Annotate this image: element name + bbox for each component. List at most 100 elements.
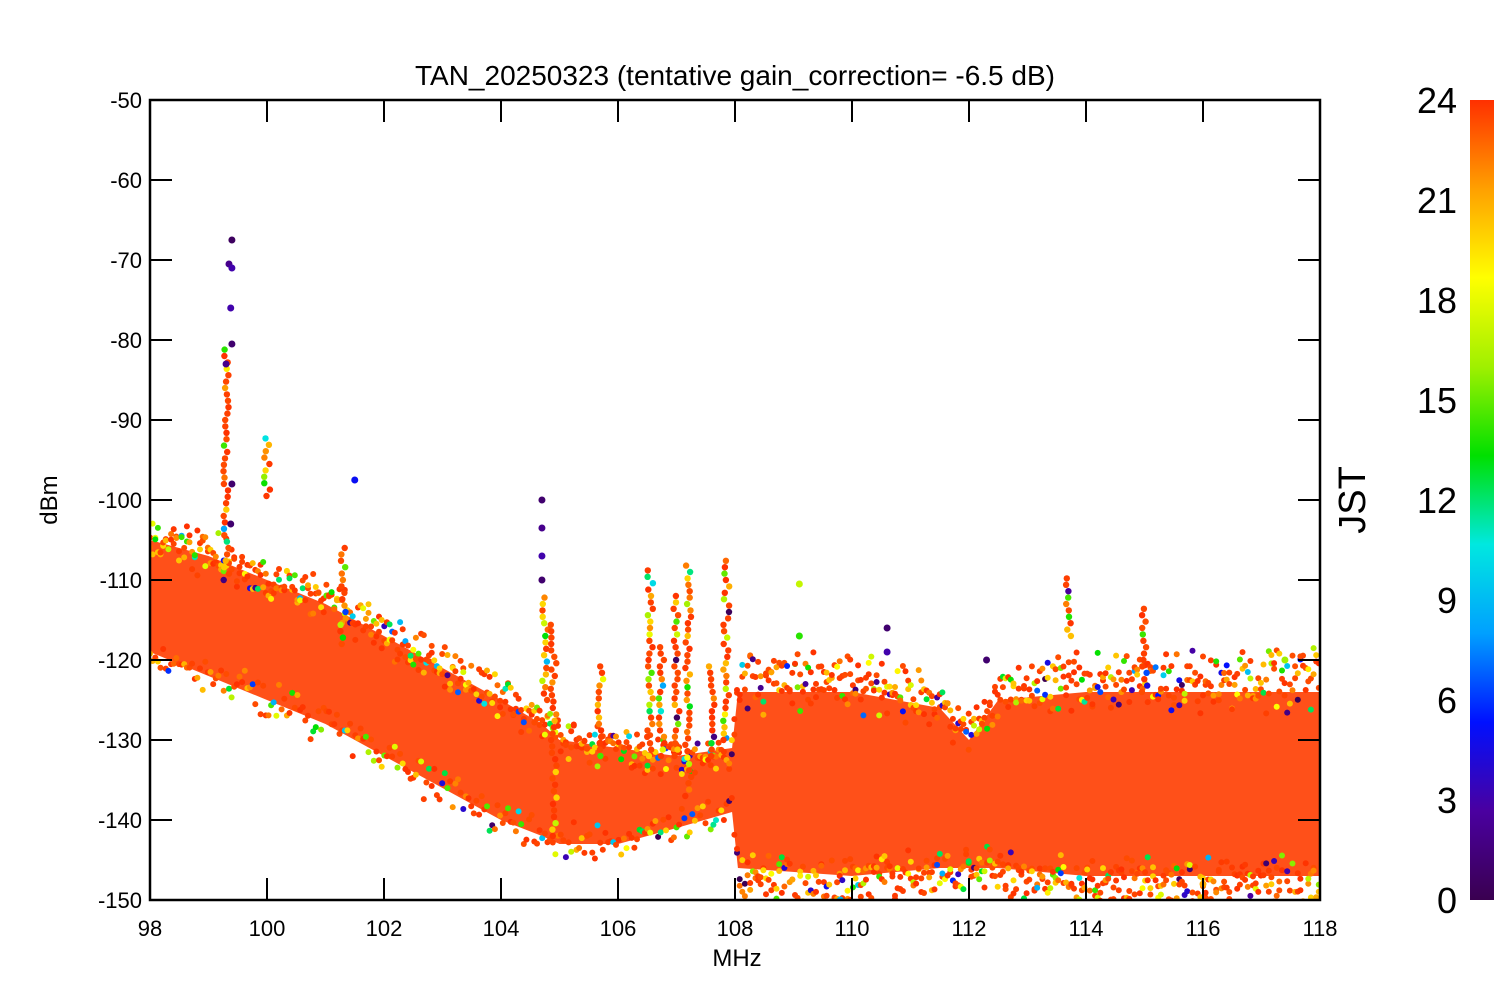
spectrum-point — [676, 821, 683, 828]
spectrum-point — [1073, 865, 1080, 872]
spectrum-point — [921, 890, 927, 896]
spectrum-point — [276, 566, 282, 572]
x-tick-label: 98 — [138, 916, 162, 941]
spectrum-point — [1084, 866, 1091, 873]
spectrum-point — [631, 844, 638, 851]
spectrum-point — [1128, 687, 1135, 694]
signal-point — [539, 607, 546, 614]
sporadic-point — [795, 580, 803, 588]
spectrum-point — [897, 697, 904, 704]
spectrum-point — [476, 811, 483, 818]
spectrum-point — [394, 656, 401, 663]
spectrum-point — [878, 694, 885, 701]
spectrum-point — [368, 736, 375, 743]
signal-point — [339, 576, 347, 584]
spectrum-point — [1279, 852, 1285, 859]
signal-point — [548, 749, 556, 756]
spectrum-point — [1202, 894, 1209, 900]
spectrum-point — [694, 740, 701, 747]
spectrum-point — [1221, 670, 1228, 676]
signal-point — [1140, 605, 1148, 612]
x-tick-label: 114 — [1068, 916, 1103, 941]
spectrum-point — [947, 707, 954, 714]
spectrum-point — [905, 870, 912, 877]
spectrum-point — [639, 755, 646, 762]
signal-spike — [655, 644, 668, 760]
signal-point — [685, 760, 693, 768]
signal-point — [539, 613, 546, 620]
spectrum-point — [1263, 676, 1270, 683]
spectrum-point — [1026, 686, 1033, 693]
spectrum-point — [1302, 687, 1309, 693]
spectrum-point — [1002, 698, 1009, 705]
spectrum-point — [386, 744, 393, 751]
spectrum-point — [1176, 702, 1183, 709]
spectrum-point — [744, 662, 751, 669]
spectrum-point — [897, 873, 904, 880]
spectrum-point — [268, 595, 275, 602]
spectrum-point — [949, 715, 956, 722]
spectrum-point — [1176, 677, 1183, 684]
spectrum-point — [1282, 905, 1288, 911]
signal-point — [646, 624, 654, 632]
spectrum-point — [1131, 875, 1138, 882]
spectrum-point — [826, 881, 833, 888]
signal-point — [671, 752, 678, 760]
spectrum-point — [978, 720, 985, 727]
spectrum-point — [565, 723, 572, 730]
spectrum-point — [1257, 679, 1264, 686]
spectrum-point — [420, 669, 427, 676]
spectrum-point — [1273, 703, 1280, 710]
spectrum-point — [807, 669, 814, 676]
spectrum-point — [294, 692, 301, 698]
spectrum-point — [397, 650, 404, 657]
spectrum-point — [778, 889, 785, 896]
noise-floor-band — [150, 540, 1320, 876]
spectrum-point — [378, 763, 385, 770]
spectrum-point — [1147, 891, 1154, 898]
signal-point — [671, 624, 678, 632]
spectrum-point — [1168, 871, 1175, 878]
spectrum-point — [992, 683, 998, 690]
spectrum-point — [1213, 658, 1220, 665]
spectrum-point — [1065, 659, 1072, 666]
spectrum-point — [289, 689, 296, 696]
signal-point — [646, 708, 653, 715]
spectrum-point — [813, 872, 819, 879]
spectrum-point — [1171, 702, 1177, 708]
spectrum-point — [1297, 887, 1304, 894]
signal-point — [338, 640, 345, 648]
signal-point — [658, 676, 665, 683]
signal-point — [222, 378, 230, 385]
spectrum-point — [1226, 681, 1233, 687]
spectrum-point — [236, 563, 243, 570]
spectrum-point — [1268, 874, 1275, 881]
signal-point — [645, 586, 652, 593]
spectrum-point — [857, 893, 864, 900]
spectrum-point — [194, 674, 201, 681]
spectrum-point — [620, 744, 627, 751]
spectrum-point — [370, 757, 377, 764]
spectrum-point — [534, 715, 540, 722]
spectrum-point — [199, 686, 206, 693]
signal-point — [686, 722, 693, 729]
signal-point — [684, 748, 691, 755]
spectrum-point — [1126, 669, 1133, 676]
signal-spike — [337, 544, 349, 648]
spectrum-point — [215, 530, 222, 537]
spectrum-point — [1039, 665, 1046, 672]
spectrum-point — [333, 711, 340, 718]
spectrum-point — [1036, 865, 1043, 872]
signal-point — [656, 663, 664, 670]
spectrum-point — [855, 867, 862, 874]
spectrum-point — [168, 536, 175, 543]
spectrum-point — [971, 715, 977, 722]
spectrum-point — [1171, 694, 1177, 701]
spectrum-point — [439, 780, 446, 787]
spectrum-point — [1026, 697, 1033, 704]
spectrum-point — [1123, 855, 1130, 862]
spectrum-point — [489, 700, 496, 706]
spectrum-point — [1076, 875, 1083, 881]
spectrum-point — [150, 551, 156, 558]
spectrum-point — [1242, 876, 1249, 883]
